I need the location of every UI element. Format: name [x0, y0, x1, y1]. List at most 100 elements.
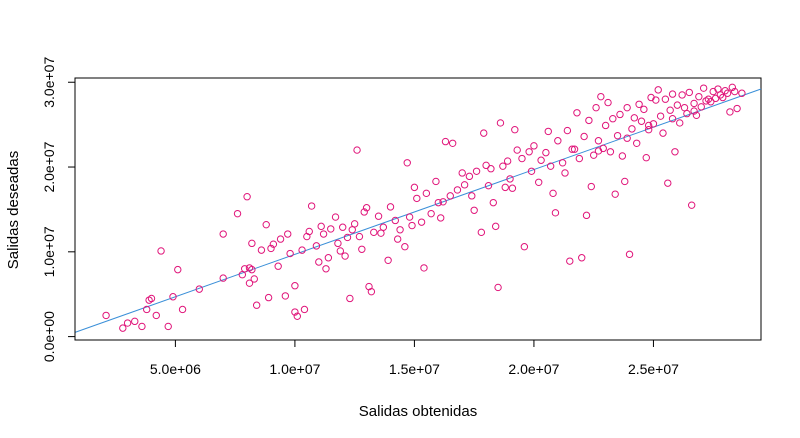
data-point — [410, 183, 419, 192]
x-tick-label: 1.0e+07 — [269, 361, 320, 377]
data-point — [671, 148, 679, 156]
data-point — [468, 192, 476, 200]
data-point — [544, 127, 552, 136]
data-point — [642, 154, 650, 162]
data-point — [157, 247, 165, 255]
data-point — [578, 254, 586, 262]
data-point — [355, 232, 364, 241]
data-point — [264, 293, 273, 302]
data-point — [520, 243, 529, 251]
y-axis-title: Salidas deseadas — [5, 151, 22, 269]
data-point — [458, 169, 466, 177]
data-point — [666, 106, 674, 114]
data-point — [413, 194, 421, 203]
data-point — [561, 169, 569, 177]
data-point — [441, 137, 450, 146]
data-point — [566, 257, 574, 265]
data-point — [472, 167, 481, 175]
data-point — [697, 103, 705, 111]
data-point — [716, 91, 725, 99]
data-point — [551, 209, 560, 217]
data-point — [594, 147, 603, 155]
data-point — [501, 183, 509, 192]
x-tick-label: 1.5e+07 — [389, 361, 440, 377]
data-point — [401, 243, 409, 251]
data-point — [644, 121, 653, 130]
data-point — [470, 206, 478, 214]
data-point — [558, 159, 567, 167]
data-point — [298, 246, 306, 254]
data-point — [673, 101, 682, 109]
data-point — [499, 162, 507, 170]
data-point — [683, 109, 691, 118]
data-point — [582, 211, 591, 220]
data-point — [530, 142, 538, 150]
data-point — [437, 214, 445, 222]
data-point — [315, 258, 323, 266]
data-point — [623, 134, 631, 142]
data-point — [339, 223, 347, 231]
data-point — [422, 189, 431, 198]
data-point — [707, 98, 715, 106]
data-point — [353, 146, 361, 154]
data-point — [640, 105, 648, 114]
data-point — [513, 146, 521, 154]
data-point — [570, 145, 579, 153]
data-point — [393, 235, 402, 243]
data-point — [362, 204, 371, 212]
data-point — [652, 96, 660, 104]
data-point — [699, 84, 708, 92]
data-point — [542, 148, 550, 157]
data-point — [563, 126, 572, 135]
data-point — [336, 247, 345, 255]
data-point — [568, 145, 576, 153]
data-point — [606, 148, 615, 156]
data-point — [143, 305, 151, 314]
data-point — [508, 184, 517, 192]
data-point — [257, 246, 266, 254]
data-point — [491, 222, 500, 231]
data-point — [102, 311, 110, 320]
data-point — [284, 230, 292, 238]
data-point — [350, 220, 359, 228]
x-tick-label: 5.0e+06 — [150, 361, 201, 377]
data-point — [733, 104, 741, 113]
data-point — [374, 212, 383, 220]
data-point — [726, 108, 734, 116]
data-point — [252, 301, 261, 309]
data-point — [432, 177, 440, 186]
data-point — [312, 242, 321, 250]
data-point — [585, 116, 593, 125]
data-point — [644, 126, 653, 134]
data-point — [322, 265, 330, 273]
data-point — [738, 89, 746, 97]
data-point — [131, 317, 139, 326]
data-point — [367, 287, 376, 296]
data-point — [460, 181, 469, 189]
data-point — [635, 100, 643, 108]
data-point — [405, 213, 414, 221]
data-point — [664, 179, 672, 187]
data-point — [618, 152, 627, 160]
data-point — [233, 209, 242, 218]
data-point — [276, 235, 285, 243]
data-point — [637, 117, 646, 125]
data-point — [138, 322, 146, 331]
y-tick-label: 0.0e+00 — [41, 311, 57, 362]
data-point — [484, 181, 493, 190]
data-point — [465, 172, 474, 181]
data-point — [656, 112, 665, 120]
data-point — [654, 86, 662, 94]
data-point — [723, 89, 732, 97]
data-point — [506, 175, 514, 183]
data-point — [250, 275, 258, 283]
data-point — [692, 111, 701, 120]
data-point — [659, 129, 667, 137]
data-point — [377, 229, 385, 237]
data-point — [341, 252, 349, 260]
y-tick-label: 3.0e+07 — [41, 57, 57, 108]
data-point — [370, 228, 378, 237]
data-point — [687, 201, 696, 209]
data-point — [702, 97, 710, 105]
data-point — [477, 228, 486, 237]
